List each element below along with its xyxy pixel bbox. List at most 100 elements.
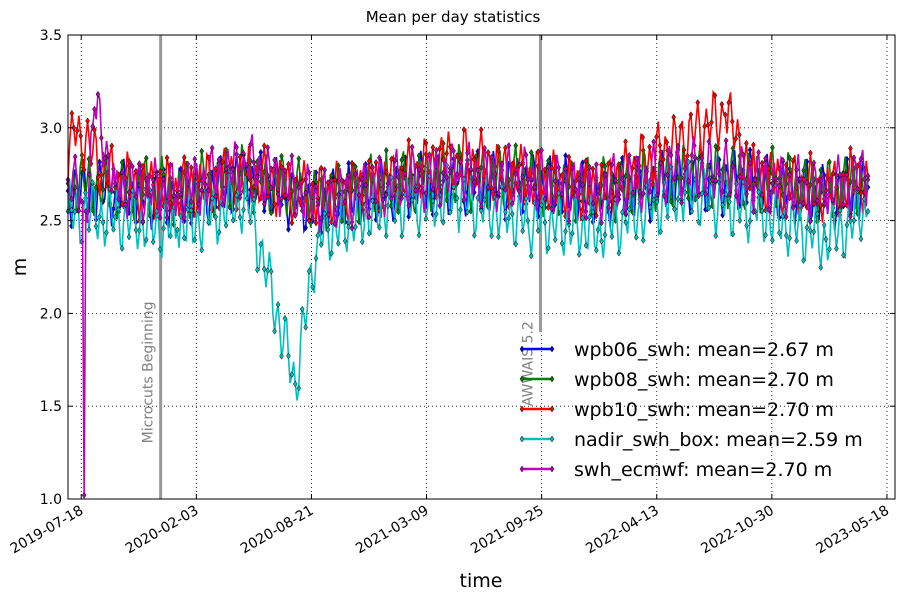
data-point bbox=[654, 191, 660, 199]
data-point bbox=[97, 213, 102, 221]
data-point bbox=[258, 148, 264, 156]
data-point bbox=[692, 154, 698, 162]
data-point bbox=[794, 166, 799, 173]
data-point bbox=[332, 176, 338, 184]
data-point bbox=[689, 151, 695, 159]
data-point bbox=[150, 176, 156, 184]
y-tick-label: 3.5 bbox=[40, 28, 62, 44]
data-point bbox=[783, 213, 789, 221]
data-point bbox=[797, 175, 803, 183]
data-point bbox=[590, 208, 596, 216]
data-point bbox=[594, 161, 599, 168]
data-point bbox=[409, 143, 415, 151]
data-point bbox=[513, 240, 519, 248]
data-point bbox=[430, 143, 436, 151]
data-point bbox=[227, 203, 232, 211]
data-point bbox=[315, 231, 321, 239]
data-point bbox=[258, 163, 264, 171]
data-point bbox=[80, 198, 85, 206]
data-point bbox=[255, 173, 260, 181]
data-point bbox=[777, 182, 782, 190]
data-point bbox=[566, 153, 572, 161]
data-point bbox=[461, 196, 467, 204]
data-point bbox=[668, 151, 674, 159]
data-point bbox=[385, 180, 391, 187]
data-point bbox=[402, 170, 408, 178]
data-point bbox=[315, 198, 321, 206]
data-point bbox=[848, 217, 853, 225]
data-point bbox=[513, 170, 519, 178]
data-point bbox=[620, 208, 625, 216]
data-point bbox=[804, 178, 810, 186]
chart-title: Mean per day statistics bbox=[366, 8, 541, 26]
data-point bbox=[602, 162, 608, 170]
data-point bbox=[651, 138, 656, 146]
data-point bbox=[353, 170, 358, 178]
data-point bbox=[90, 122, 96, 130]
data-point bbox=[81, 166, 87, 174]
data-point bbox=[289, 152, 295, 160]
data-point bbox=[336, 191, 341, 199]
data-point bbox=[306, 169, 312, 177]
data-point bbox=[261, 207, 267, 215]
y-tick-label: 2.5 bbox=[40, 214, 62, 230]
data-point bbox=[329, 176, 334, 184]
data-point bbox=[444, 173, 449, 181]
data-point bbox=[752, 176, 758, 184]
data-point bbox=[606, 204, 611, 211]
data-point bbox=[133, 193, 139, 201]
data-point bbox=[744, 190, 749, 198]
data-point bbox=[383, 232, 389, 240]
data-point bbox=[710, 176, 715, 184]
data-point bbox=[318, 241, 324, 249]
data-point bbox=[744, 139, 749, 147]
data-point bbox=[188, 198, 194, 206]
data-point bbox=[109, 187, 115, 195]
data-point bbox=[506, 142, 512, 149]
data-point bbox=[837, 206, 843, 214]
data-point bbox=[496, 233, 501, 241]
data-point bbox=[244, 161, 250, 169]
data-point bbox=[733, 135, 739, 142]
data-point bbox=[140, 218, 146, 226]
data-point bbox=[406, 202, 411, 210]
data-point bbox=[665, 171, 670, 179]
data-point bbox=[583, 214, 589, 222]
data-point bbox=[699, 190, 705, 198]
data-point bbox=[458, 158, 463, 165]
data-point bbox=[272, 327, 277, 335]
data-point bbox=[119, 168, 125, 176]
data-point bbox=[310, 283, 315, 291]
data-point bbox=[609, 161, 615, 169]
data-point bbox=[523, 194, 529, 202]
data-point bbox=[130, 163, 135, 170]
data-point bbox=[346, 172, 351, 179]
data-point bbox=[783, 161, 789, 169]
data-point bbox=[485, 183, 491, 191]
legend-marker bbox=[549, 345, 555, 353]
data-point bbox=[185, 160, 191, 168]
data-point bbox=[349, 224, 355, 232]
data-point bbox=[310, 215, 315, 222]
data-point bbox=[566, 217, 572, 225]
data-point bbox=[766, 206, 772, 214]
data-point bbox=[851, 217, 857, 224]
data-point bbox=[658, 228, 663, 236]
data-point bbox=[95, 173, 101, 181]
data-point bbox=[356, 191, 362, 199]
data-point bbox=[289, 219, 295, 227]
data-point bbox=[213, 165, 218, 173]
data-point bbox=[188, 207, 194, 214]
data-point bbox=[430, 197, 436, 205]
data-point bbox=[206, 186, 211, 194]
data-point bbox=[399, 232, 405, 240]
data-point bbox=[272, 200, 277, 208]
data-point bbox=[862, 175, 867, 183]
data-point bbox=[516, 187, 522, 195]
data-point bbox=[313, 219, 319, 227]
data-point bbox=[528, 252, 534, 260]
data-point bbox=[535, 193, 541, 201]
data-point bbox=[188, 164, 194, 171]
data-point bbox=[583, 242, 589, 249]
